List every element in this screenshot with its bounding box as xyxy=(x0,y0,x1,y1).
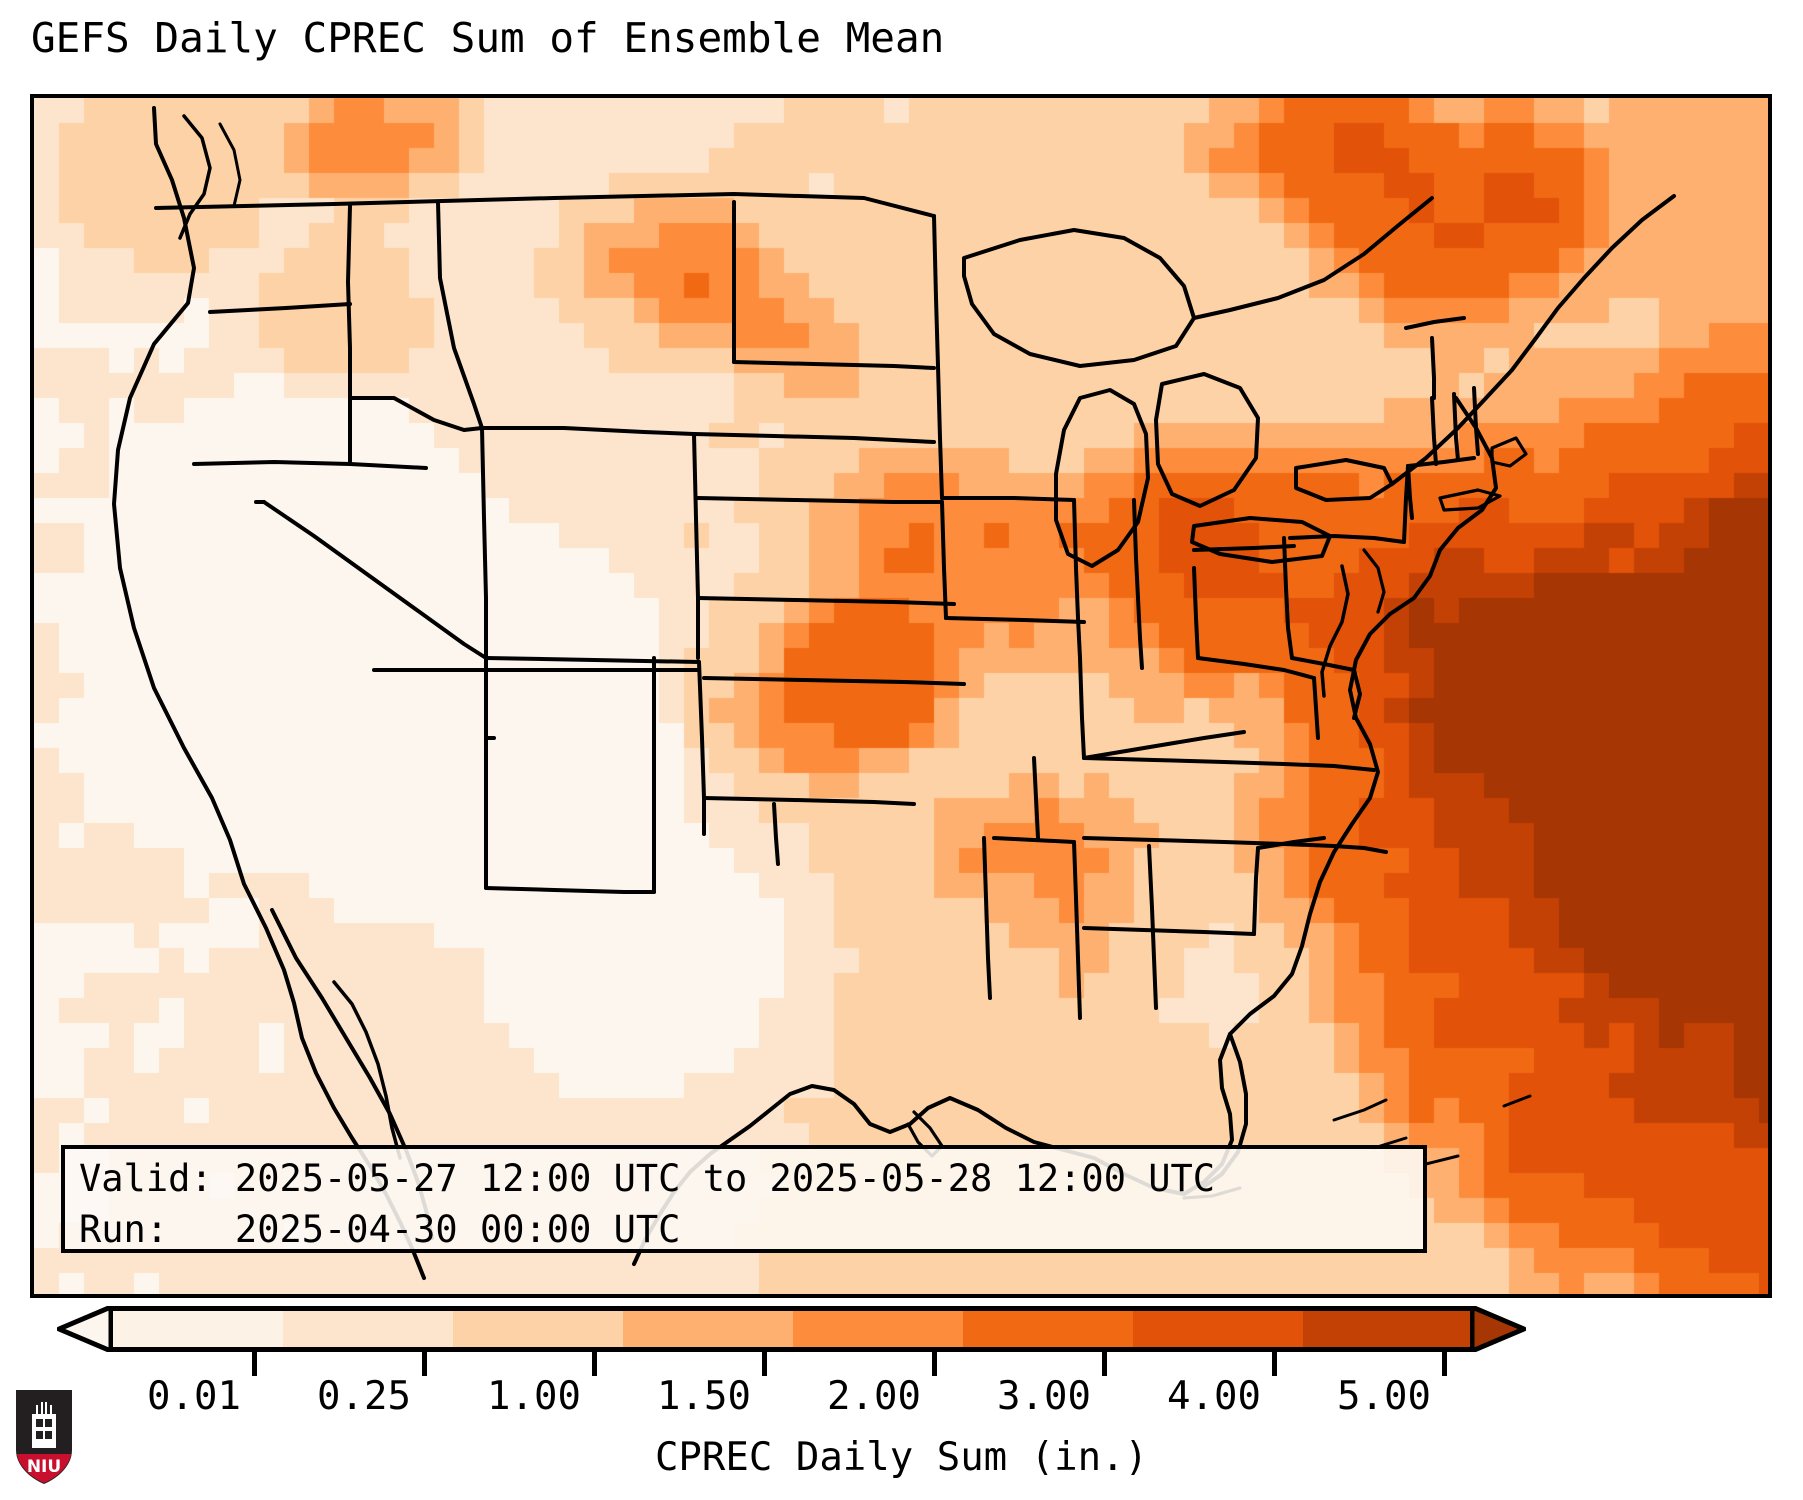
valid-time-line: Valid: 2025-05-27 12:00 UTC to 2025-05-2… xyxy=(79,1157,1216,1200)
colorbar-tick-5 xyxy=(1102,1352,1107,1376)
colorbar-tick-3 xyxy=(762,1352,767,1376)
niu-logo[interactable]: NIU xyxy=(14,1388,74,1486)
map-plot-area[interactable] xyxy=(30,94,1772,1298)
colorbar-tick-label-4: 2.00 xyxy=(827,1374,921,1419)
colorbar-segment-1 xyxy=(283,1311,453,1347)
colorbar xyxy=(57,1306,1526,1352)
colorbar-tick-label-1: 0.25 xyxy=(317,1374,411,1419)
forecast-info-box: Valid: 2025-05-27 12:00 UTC to 2025-05-2… xyxy=(61,1145,1427,1253)
colorbar-axis-label: CPREC Daily Sum (in.) xyxy=(654,1435,1149,1480)
colorbar-gradient xyxy=(113,1306,1473,1352)
colorbar-segment-5 xyxy=(963,1311,1133,1347)
colorbar-tick-label-6: 4.00 xyxy=(1167,1374,1261,1419)
colorbar-extend-left-arrow xyxy=(57,1306,113,1352)
colorbar-tick-1 xyxy=(422,1352,427,1376)
colorbar-tick-labels: 0.01 0.25 1.00 1.50 2.00 3.00 4.00 5.00 xyxy=(0,1374,1803,1432)
niu-logo-text: NIU xyxy=(27,1457,61,1477)
colorbar-tick-0 xyxy=(252,1352,257,1376)
colorbar-tick-label-5: 3.00 xyxy=(997,1374,1091,1419)
colorbar-segment-2 xyxy=(453,1311,623,1347)
colorbar-tick-4 xyxy=(932,1352,937,1376)
run-time-line: Run: 2025-04-30 00:00 UTC xyxy=(79,1208,681,1251)
colorbar-segment-0 xyxy=(113,1311,283,1347)
precipitation-heatmap xyxy=(34,98,1768,1294)
colorbar-tick-label-0: 0.01 xyxy=(147,1374,241,1419)
colorbar-tick-label-2: 1.00 xyxy=(487,1374,581,1419)
colorbar-segment-4 xyxy=(793,1311,963,1347)
colorbar-tick-label-3: 1.50 xyxy=(657,1374,751,1419)
colorbar-segment-7 xyxy=(1303,1311,1473,1347)
colorbar-tick-7 xyxy=(1442,1352,1447,1376)
colorbar-extend-right-arrow xyxy=(1470,1306,1526,1352)
colorbar-segment-3 xyxy=(623,1311,793,1347)
colorbar-tick-6 xyxy=(1272,1352,1277,1376)
colorbar-tick-2 xyxy=(592,1352,597,1376)
colorbar-segment-6 xyxy=(1133,1311,1303,1347)
colorbar-ticks xyxy=(60,1352,1520,1376)
colorbar-tick-label-7: 5.00 xyxy=(1337,1374,1431,1419)
page-title: GEFS Daily CPREC Sum of Ensemble Mean xyxy=(31,14,945,62)
